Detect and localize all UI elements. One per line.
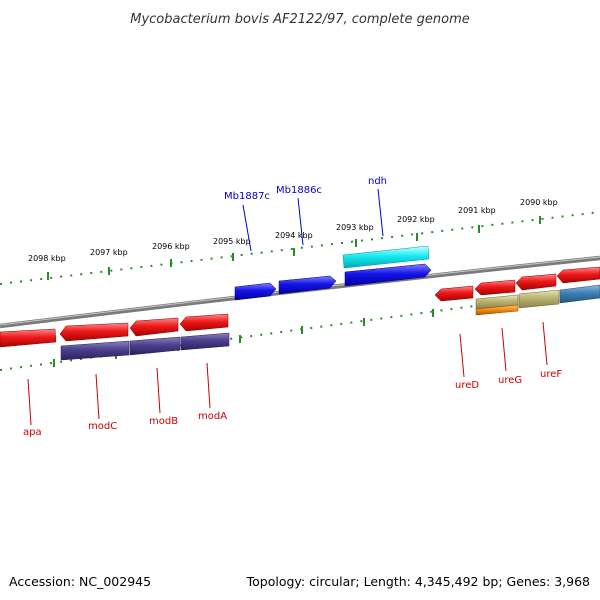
forward-features	[234, 245, 432, 301]
modC-cog-feature[interactable]	[60, 340, 130, 361]
scale-label: 2092 kbp	[397, 215, 435, 224]
gene-label-Mb1887c[interactable]: Mb1887c	[224, 191, 270, 202]
gene-label-Mb1886c[interactable]: Mb1886c	[276, 185, 322, 196]
scale-label: 2098 kbp	[28, 254, 66, 263]
gene-label-ureD[interactable]: ureD	[455, 380, 479, 391]
ureG-cog-orange[interactable]	[475, 304, 519, 316]
ureG-feature[interactable]	[474, 279, 516, 296]
scale-labels: 2098 kbp 2097 kbp 2096 kbp 2095 kbp 2094…	[28, 198, 558, 263]
next-gene-feature[interactable]	[556, 266, 600, 284]
scale-label: 2091 kbp	[458, 206, 496, 215]
gene-label-apa[interactable]: apa	[23, 427, 42, 438]
scale-label: 2096 kbp	[152, 242, 190, 251]
gene-label-modB[interactable]: modB	[149, 416, 178, 427]
next-gene-cog-feature[interactable]	[559, 284, 600, 304]
modB-cog-feature[interactable]	[129, 336, 181, 356]
reverse-features-right	[434, 266, 600, 302]
ureF-cog-feature[interactable]	[518, 289, 560, 309]
gene-label-ureF[interactable]: ureF	[540, 369, 562, 380]
modB-feature[interactable]	[129, 317, 179, 337]
ndh-cog-feature[interactable]	[342, 245, 430, 269]
gene-label-modC[interactable]: modC	[88, 421, 117, 432]
scale-label: 2090 kbp	[520, 198, 558, 207]
upper-scale-track	[0, 211, 600, 285]
cog-band-mod	[60, 332, 230, 361]
Mb1887c-feature[interactable]	[234, 282, 277, 301]
modA-cog-feature[interactable]	[180, 332, 230, 351]
ureF-feature[interactable]	[515, 273, 557, 291]
cog-band-ure	[475, 284, 600, 316]
Mb1886c-feature[interactable]	[278, 275, 337, 295]
gene-label-modA[interactable]: modA	[198, 411, 227, 422]
accession-text: Accession: NC_002945	[9, 574, 151, 589]
scale-label: 2093 kbp	[336, 223, 374, 232]
scale-label: 2095 kbp	[213, 237, 251, 246]
genome-summary-text: Topology: circular; Length: 4,345,492 bp…	[246, 574, 590, 589]
reverse-gene-labels: apa modC modB modA ureD ureG ureF	[23, 321, 562, 438]
ureD-feature[interactable]	[434, 285, 474, 302]
ndh-feature[interactable]	[344, 263, 432, 287]
gene-label-ureG[interactable]: ureG	[498, 375, 522, 386]
map-title: Mycobacterium bovis AF2122/97, complete …	[130, 12, 469, 27]
reverse-features-left	[0, 313, 229, 348]
apa-feature[interactable]	[0, 328, 57, 348]
modA-feature[interactable]	[179, 313, 229, 332]
forward-gene-labels: Mb1887c Mb1886c ndh	[224, 176, 387, 252]
gene-label-ndh[interactable]: ndh	[368, 176, 387, 187]
scale-label: 2097 kbp	[90, 248, 128, 257]
scale-label: 2094 kbp	[275, 231, 313, 240]
modC-feature[interactable]	[59, 322, 129, 342]
